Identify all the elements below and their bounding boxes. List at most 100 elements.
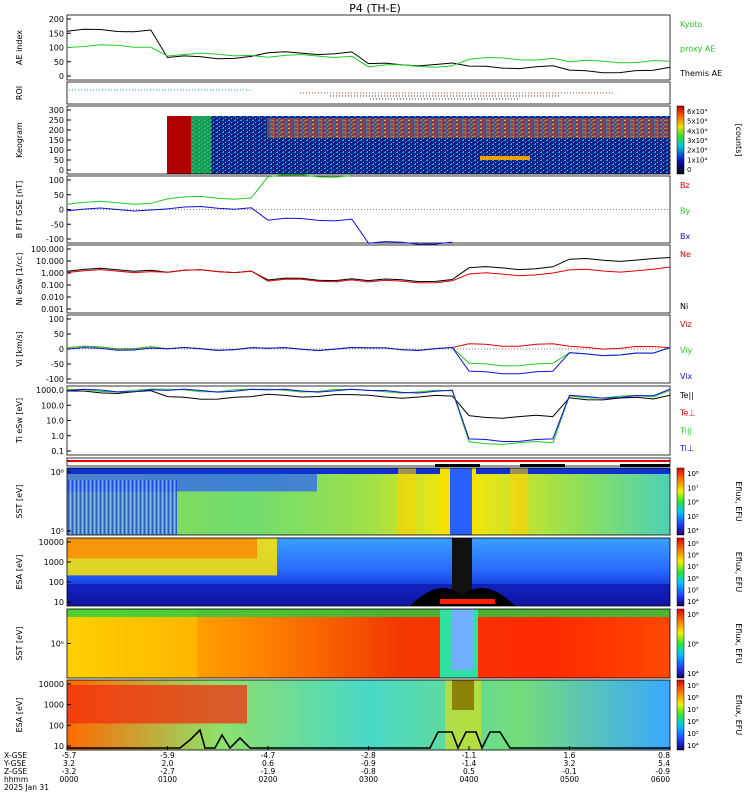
colorbar-tick: 10⁸	[687, 694, 699, 702]
xtick-label: -0.9	[361, 759, 376, 768]
colorbar-sst_e	[676, 467, 685, 536]
series-temperature-te-	[67, 390, 671, 419]
xtick-label: 3.2	[63, 759, 75, 768]
colorbar-keogram	[676, 105, 685, 175]
ytick-label: 10000	[39, 538, 64, 547]
ytick-label: -100	[46, 375, 64, 384]
esa-e-red-line	[440, 599, 495, 604]
colorbar-tick: 10⁶	[687, 575, 699, 583]
ytick-label: 0	[59, 206, 64, 215]
ytick-label: 10	[54, 598, 64, 607]
ytick-label: 150	[49, 136, 64, 145]
legend-ae: Kyoto	[680, 20, 702, 29]
xtick-label: -1.4	[462, 759, 477, 768]
ytick-label: 50	[54, 330, 64, 339]
ytick-label: -50	[51, 360, 64, 369]
ytick-label: 300	[49, 106, 64, 115]
ytick-label: 0	[59, 345, 64, 354]
plot-title: P4 (TH-E)	[349, 2, 401, 15]
legend-bfield: Bz	[680, 181, 690, 190]
colorbar-tick: 10⁸	[687, 552, 699, 560]
series-ae-themis-ae	[66, 28, 671, 74]
legend-temperature: Ti⊥	[679, 444, 694, 453]
panel-frame-esa_e	[66, 537, 671, 607]
xtick-label: -5.9	[160, 751, 175, 760]
xtick-label: 0100	[158, 775, 177, 784]
ytick-label: 0.1	[51, 447, 64, 456]
colorbar-tick: 10⁸	[687, 611, 699, 619]
ytick-label: 0.100	[41, 281, 64, 290]
sst-i-yellow	[67, 609, 197, 678]
xtick-label: -2.8	[361, 751, 376, 760]
legend-density: Ni	[680, 302, 688, 311]
keogram-red-block	[167, 116, 191, 174]
ylabel-temperature: Ti eSw [eV]	[15, 398, 24, 444]
sst-e-yellow-1	[398, 468, 416, 535]
xtick-label: 0600	[651, 775, 670, 784]
legend-velocity: Vix	[680, 372, 693, 381]
ytick-label: 10.000	[36, 257, 64, 266]
colorbar-tick: 3x10⁴	[687, 137, 708, 145]
sst-e-dropout	[450, 468, 472, 535]
panel-frame-density	[66, 244, 671, 314]
sst-e-yellow-2	[510, 468, 528, 535]
xtick-label: 0.5	[463, 767, 475, 776]
colorbar-tick: 4x10⁴	[687, 127, 708, 135]
colorbar-tick: 10⁶	[687, 641, 699, 649]
colorbar-tick: 0	[687, 166, 691, 174]
xtick-label: 0200	[258, 775, 277, 784]
esa-e-low-band	[67, 584, 670, 606]
colorbar-label-sst_e: Eflux, EFU	[734, 481, 743, 522]
flags-black-2	[520, 464, 565, 467]
series-temperature-ti-	[66, 388, 671, 443]
ytick-label: 100	[49, 176, 64, 185]
legend-velocity: Viy	[680, 346, 693, 355]
xtick-label: 2.0	[162, 759, 174, 768]
ytick-label: 50	[54, 191, 64, 200]
keogram-green-strip	[191, 116, 211, 174]
ylabel-sst_e: SST [eV]	[15, 484, 24, 518]
series-velocity-vix	[66, 346, 671, 375]
ytick-label: 1000	[44, 558, 64, 567]
colorbar-tick: 10⁸	[687, 470, 699, 478]
series-bfield-bx	[67, 207, 670, 245]
colorbar-esa_e	[676, 537, 685, 607]
xtick-label: 0.6	[262, 759, 274, 768]
ytick-label: 10000	[39, 680, 64, 689]
ytick-label: 10⁵	[51, 527, 64, 536]
ytick-label: 10⁶	[51, 468, 64, 477]
colorbar-tick: 10⁷	[687, 484, 699, 492]
ylabel-bfield: B FIT GSE [nT]	[15, 181, 24, 239]
ylabel-sst_i: SST [eV]	[15, 626, 24, 660]
legend-bfield: Bx	[680, 232, 690, 241]
legend-ae: proxy AE	[680, 45, 715, 54]
ytick-label: 10	[54, 742, 64, 751]
ytick-label: 50	[54, 156, 64, 165]
legend-temperature: Te⊥	[679, 409, 695, 418]
ytick-label: 1000	[44, 701, 64, 710]
sst-e-noise	[67, 480, 177, 535]
colorbar-esa_i	[676, 679, 685, 751]
colorbar-tick: 10⁴	[687, 527, 699, 535]
colorbar-tick: 10⁴	[687, 742, 699, 750]
ytick-label: 50	[54, 58, 64, 67]
ytick-label: 150	[49, 29, 64, 38]
flags-black-3	[620, 464, 670, 467]
colorbar-tick: 10⁷	[687, 563, 699, 571]
panel-frame-roi	[66, 81, 671, 105]
colorbar-tick: 10⁶	[687, 718, 699, 726]
xaxis-row-label: 2025 Jan 31	[4, 783, 49, 792]
legend-temperature: Te||	[679, 391, 694, 400]
xtick-label: -0.1	[562, 767, 577, 776]
ylabel-keogram: Keogram	[15, 122, 24, 158]
esa-i-red	[67, 685, 247, 724]
series-bfield-by	[67, 175, 670, 205]
ytick-label: 100	[49, 578, 64, 587]
legend-temperature: Ti||	[679, 426, 692, 435]
series-ae-kyoto-proxy-ae	[66, 44, 671, 68]
esa-e-orange	[67, 538, 257, 559]
xtick-label: -0.8	[361, 767, 376, 776]
esa-e-gap	[452, 538, 472, 606]
colorbar-tick: 10⁶	[687, 499, 699, 507]
ytick-label: 200	[49, 15, 64, 24]
